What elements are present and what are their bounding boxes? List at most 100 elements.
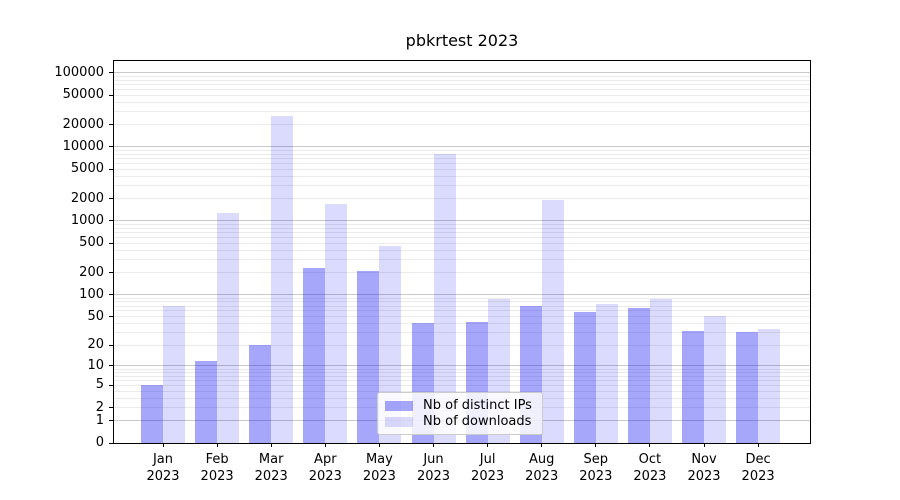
bar-downloads-feb (217, 213, 240, 443)
gridline-minor (114, 390, 810, 392)
y-tick-mark (109, 294, 113, 295)
bar-distinct-ips-oct (627, 308, 650, 443)
y-tick-mark (109, 385, 113, 386)
gridline-minor (114, 332, 810, 334)
gridline-minor (114, 384, 810, 386)
x-tick-label-sep: Sep 2023 (579, 451, 612, 485)
x-tick-month: Apr (314, 452, 337, 467)
y-tick-mark (109, 272, 113, 273)
legend-swatch-downloads (385, 416, 413, 427)
gridline-minor (114, 379, 810, 381)
x-tick-label-feb: Feb 2023 (201, 451, 234, 485)
y-tick-mark (109, 95, 113, 96)
gridline-minor (114, 310, 810, 312)
x-tick-mark (649, 443, 651, 447)
y-tick-label: 200 (79, 264, 104, 280)
gridline-minor (114, 242, 810, 244)
bar-distinct-ips-jan (141, 385, 163, 443)
bar-downloads-mar (271, 116, 294, 443)
x-tick-year: 2023 (687, 469, 721, 484)
x-tick-month: Feb (205, 452, 229, 467)
x-tick-label-mar: Mar 2023 (255, 451, 288, 485)
y-tick-label: 50000 (62, 87, 104, 103)
y-tick-mark (109, 198, 113, 199)
x-tick-mark (433, 443, 434, 447)
x-tick-year: 2023 (471, 469, 505, 484)
y-tick-label: 500 (79, 235, 104, 251)
gridline-minor (114, 124, 810, 126)
y-tick-label: 2000 (70, 190, 104, 206)
x-tick-label-may: May 2023 (363, 451, 396, 485)
y-tick-mark (109, 220, 113, 221)
y-tick-label: 1000 (70, 212, 104, 228)
y-tick-mark (109, 124, 113, 125)
y-tick-mark (109, 420, 113, 421)
y-tick-mark (109, 72, 113, 73)
y-tick-mark (109, 345, 113, 346)
x-tick-month: Dec (745, 452, 771, 467)
gridline-minor (114, 371, 810, 373)
x-tick-month: Nov (691, 452, 717, 467)
gridline-minor (114, 162, 810, 164)
gridline-major (114, 294, 810, 296)
x-tick-year: 2023 (633, 469, 667, 484)
gridline-major (114, 146, 810, 148)
x-tick-year: 2023 (525, 469, 559, 484)
gridline-minor (114, 231, 810, 233)
bar-downloads-nov (704, 316, 726, 443)
x-tick-mark (270, 443, 272, 447)
bar-downloads-jun (433, 154, 456, 443)
x-tick-label-oct: Oct 2023 (633, 451, 666, 485)
x-tick-year: 2023 (254, 469, 288, 484)
x-tick-mark (487, 443, 489, 447)
y-tick-mark (109, 243, 113, 244)
gridline-minor (114, 175, 810, 177)
gridline-minor (114, 79, 810, 81)
y-tick-label: 2 (95, 399, 104, 415)
y-tick-mark (109, 316, 113, 317)
y-tick-label: 10000 (62, 138, 104, 154)
gridline-minor (114, 83, 810, 85)
x-tick-year: 2023 (416, 469, 451, 484)
bar-distinct-ips-apr (303, 268, 326, 443)
gridline-minor (114, 111, 810, 113)
gridline-minor (114, 305, 810, 307)
gridline-minor (114, 272, 810, 274)
x-tick-label-apr: Apr 2023 (309, 451, 342, 485)
bar-downloads-sep (595, 303, 618, 443)
y-tick-mark (109, 146, 113, 147)
gridline-minor (114, 101, 810, 103)
gridline-minor (114, 157, 810, 159)
gridline-minor (114, 375, 810, 377)
x-tick-mark (757, 443, 759, 447)
gridline-minor (114, 297, 810, 299)
bar-downloads-oct (649, 298, 672, 443)
gridline-minor (114, 344, 810, 346)
y-tick-mark (109, 407, 113, 408)
legend-label-downloads: Nb of downloads (423, 414, 532, 429)
bar-downloads-jan (163, 306, 185, 443)
y-tick-label: 0 (95, 435, 104, 450)
x-tick-year: 2023 (741, 469, 775, 484)
x-tick-year: 2023 (362, 469, 396, 484)
gridline-minor (114, 198, 810, 200)
bar-downloads-aug (541, 200, 564, 443)
y-tick-label: 10 (87, 357, 104, 373)
gridline-minor (114, 249, 810, 251)
gridline-minor (114, 259, 810, 261)
x-tick-mark (378, 443, 380, 447)
legend-label-distinct-ips: Nb of distinct IPs (423, 398, 532, 413)
gridline-minor (114, 316, 810, 318)
bar-distinct-ips-nov (682, 330, 704, 443)
gridline-minor (114, 153, 810, 155)
y-tick-label: 20 (87, 337, 104, 353)
x-tick-label-jul: Jul 2023 (471, 451, 504, 485)
gridline-minor (114, 185, 810, 187)
gridline-major (114, 72, 810, 74)
x-tick-month: Aug (528, 452, 555, 467)
y-tick-label: 20000 (62, 116, 104, 132)
x-tick-mark (162, 443, 164, 447)
x-tick-month: Jun (423, 452, 444, 467)
legend-swatch-distinct-ips (385, 400, 413, 411)
